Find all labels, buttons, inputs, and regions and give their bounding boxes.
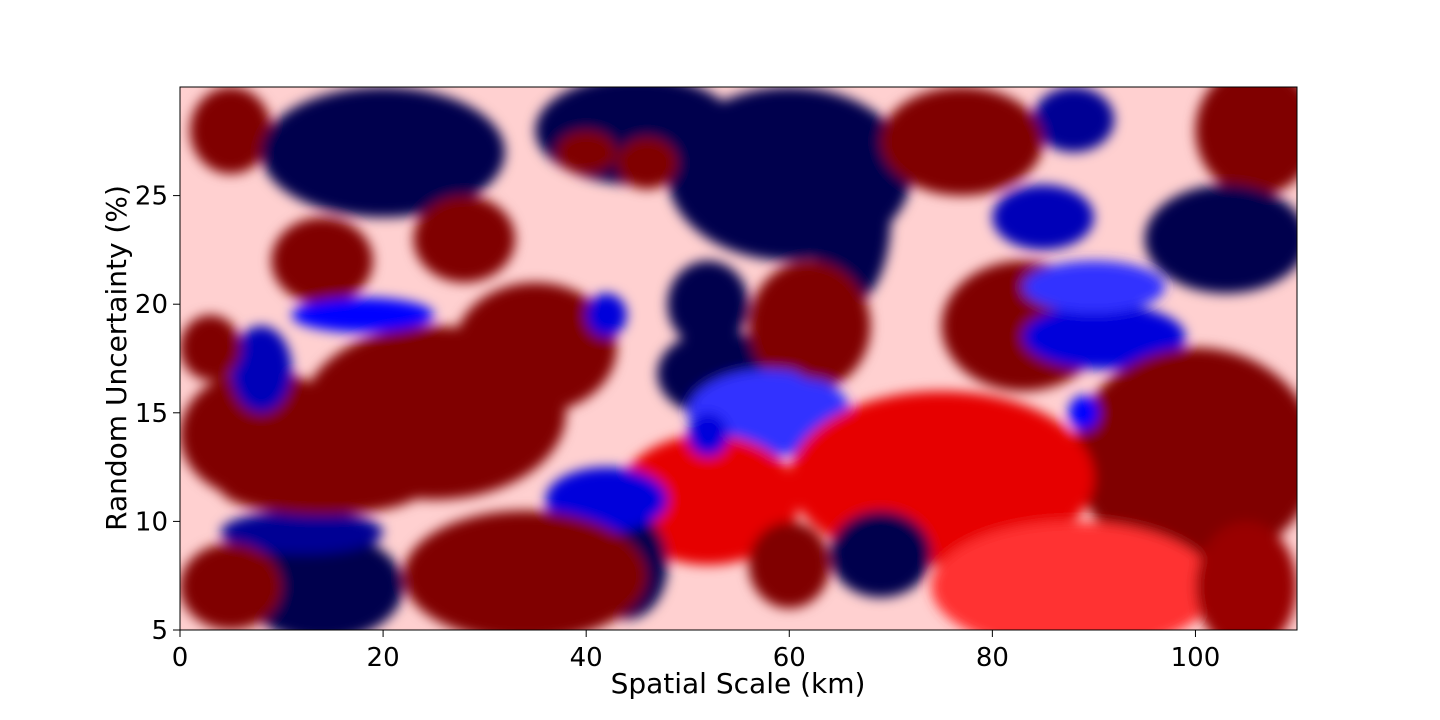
x-tick-label: 20 (367, 643, 400, 673)
x-tick-label: 80 (976, 643, 1009, 673)
heatmap-region (1073, 347, 1297, 565)
y-tick-label: 10 (135, 507, 168, 537)
plot-area (180, 87, 1297, 630)
heatmap-region (880, 87, 1044, 196)
y-axis-ticks: 5 10 15 20 25 (135, 182, 180, 646)
heatmap-region (545, 467, 668, 533)
x-axis-title: Spatial Scale (km) (611, 667, 866, 700)
heatmap-region (1144, 184, 1297, 294)
x-tick-label: 60 (773, 643, 806, 673)
heatmap-region (687, 412, 729, 457)
heatmap-region (1032, 87, 1115, 153)
heatmap-region (220, 462, 424, 515)
heatmap-region (992, 184, 1094, 250)
heatmap-regions (180, 87, 1297, 630)
heatmap-region (1022, 304, 1186, 370)
x-tick-label: 100 (1171, 643, 1221, 673)
heatmap-region (616, 434, 800, 565)
heatmap-region (180, 315, 241, 381)
x-tick-label: 40 (570, 643, 603, 673)
heatmap-region (789, 336, 851, 381)
heatmap-region (555, 130, 617, 174)
heatmap-region (261, 87, 505, 218)
heatmap-region (180, 543, 282, 630)
x-tick-label: 0 (172, 643, 189, 673)
heatmap-region (829, 510, 932, 598)
y-tick-label: 5 (151, 616, 168, 646)
plot-frame (179, 86, 1298, 631)
heatmap-region (586, 293, 627, 337)
heatmap-region (931, 521, 1216, 630)
y-tick-label: 25 (135, 182, 168, 212)
x-axis-ticks: 0 20 40 60 80 100 (172, 630, 1221, 673)
heatmap-region (403, 510, 648, 630)
heatmap-region (413, 195, 516, 283)
y-tick-label: 15 (135, 399, 168, 429)
heatmap-region (190, 87, 272, 174)
heatmap-region (748, 521, 830, 609)
heatmap-region (230, 325, 292, 413)
heatmap-region (616, 136, 678, 190)
heatmap-region (1068, 395, 1099, 431)
heatmap-region (1022, 260, 1165, 313)
heatmap-region (667, 260, 749, 348)
heatmap-region (809, 130, 891, 305)
heatmap-region (291, 297, 434, 333)
heatmap-region (454, 282, 617, 413)
heatmap-region (1195, 87, 1297, 196)
heatmap-region (240, 532, 404, 630)
y-axis-title: Random Uncertainty (%) (100, 185, 133, 531)
heatmap-region (271, 217, 373, 305)
heatmap-region (1195, 521, 1297, 630)
heatmap-region (220, 510, 384, 554)
y-tick-label: 20 (135, 290, 168, 320)
